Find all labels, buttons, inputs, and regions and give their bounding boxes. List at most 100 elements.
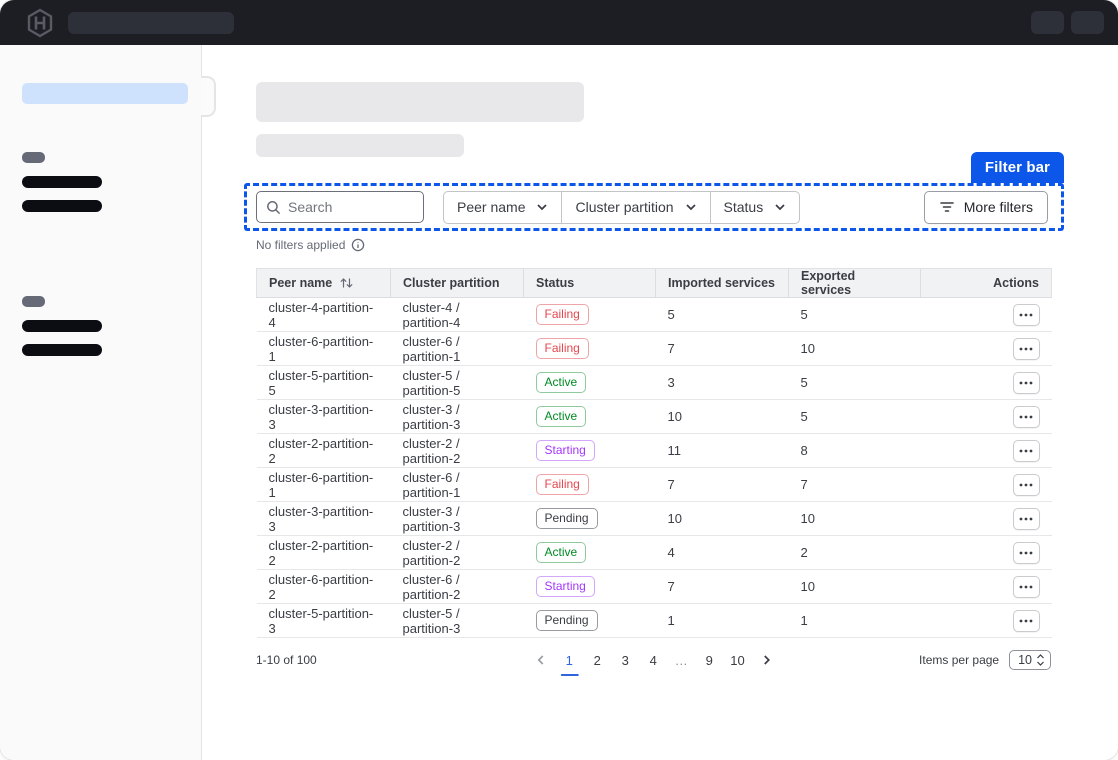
exported-services-cell: 5 — [788, 399, 921, 434]
status-badge: Failing — [535, 304, 589, 325]
chevron-down-icon — [536, 201, 548, 213]
imported-services-cell: 7 — [655, 569, 789, 604]
dropdown-label: Peer name — [457, 199, 526, 215]
actions-cell — [920, 365, 1052, 400]
hashicorp-logo-icon[interactable] — [25, 8, 55, 38]
status-cell: Starting — [523, 569, 656, 604]
status-cell: Starting — [523, 433, 656, 468]
imported-services-cell: 4 — [655, 535, 789, 570]
cluster-partition-dropdown[interactable]: Cluster partition — [562, 190, 711, 224]
peer-name-cell: cluster-6-partition-1 — [256, 467, 391, 502]
actions-cell — [920, 501, 1052, 536]
column-header-exported-services: Exported services — [788, 268, 921, 298]
row-actions-button[interactable] — [1012, 405, 1040, 428]
table-row: cluster-2-partition-2 cluster-2 / partiti… — [256, 433, 1052, 468]
pagination-page-10[interactable]: 10 — [730, 652, 745, 668]
actions-cell — [920, 569, 1052, 604]
pagination-page-2[interactable]: 2 — [593, 652, 601, 668]
column-header-actions: Actions — [920, 268, 1052, 298]
row-actions-button[interactable] — [1012, 507, 1040, 530]
sidebar-section-label-skeleton — [22, 152, 45, 163]
cluster-partition-cell: cluster-6 / partition-2 — [390, 569, 524, 604]
exported-services-cell: 8 — [788, 433, 921, 468]
status-dropdown[interactable]: Status — [710, 190, 801, 224]
exported-services-cell: 10 — [788, 331, 921, 366]
info-icon[interactable] — [351, 238, 365, 252]
sidebar-active-item-skeleton — [22, 83, 188, 104]
items-per-page: Items per page 10 — [919, 650, 1051, 670]
pagination-page-9[interactable]: 9 — [705, 652, 713, 668]
row-actions-button[interactable] — [1012, 439, 1040, 462]
table-row: cluster-4-partition-4 cluster-4 / partiti… — [256, 297, 1052, 332]
cluster-partition-cell: cluster-4 / partition-4 — [390, 297, 524, 332]
status-cell: Active — [523, 365, 656, 400]
exported-services-cell: 2 — [788, 535, 921, 570]
row-actions-button[interactable] — [1012, 575, 1040, 598]
nav-actions — [1031, 11, 1104, 34]
sidebar — [0, 45, 216, 760]
actions-cell — [920, 297, 1052, 332]
cluster-partition-cell: cluster-5 / partition-3 — [390, 603, 524, 638]
row-actions-button[interactable] — [1012, 371, 1040, 394]
pagination-page-1[interactable]: 1 — [560, 653, 579, 676]
column-header-peer-name[interactable]: Peer name — [256, 268, 391, 298]
dropdown-label: Status — [723, 199, 764, 215]
actions-cell — [920, 535, 1052, 570]
status-badge: Active — [535, 372, 587, 393]
cluster-partition-cell: cluster-6 / partition-1 — [390, 467, 524, 502]
table-row: cluster-5-partition-5 cluster-5 / partiti… — [256, 365, 1052, 400]
page-subtitle-skeleton — [256, 134, 464, 157]
imported-services-cell: 10 — [655, 399, 789, 434]
search-input[interactable] — [288, 199, 414, 215]
peer-name-cell: cluster-6-partition-2 — [256, 569, 391, 604]
sidebar-collapse-handle[interactable] — [201, 76, 216, 117]
imported-services-cell: 7 — [655, 331, 789, 366]
peer-name-dropdown[interactable]: Peer name — [443, 190, 563, 224]
chevron-left-icon[interactable] — [532, 654, 548, 666]
status-badge: Failing — [535, 338, 589, 359]
peer-name-cell: cluster-6-partition-1 — [256, 331, 391, 366]
nav-button-skeleton — [1071, 11, 1104, 34]
row-actions-button[interactable] — [1012, 337, 1040, 360]
filter-bar-annotation-region: Filter bar Peer name — [244, 152, 1064, 231]
more-filters-button[interactable]: More filters — [923, 190, 1048, 224]
main-content: Filter bar Peer name — [202, 45, 1118, 760]
sort-icon[interactable] — [340, 277, 353, 289]
sidebar-item-skeleton — [22, 200, 102, 212]
status-cell: Pending — [523, 603, 656, 638]
applied-filters-status: No filters applied — [256, 238, 1118, 252]
table-row: cluster-5-partition-3 cluster-5 / partiti… — [256, 603, 1052, 638]
search-icon — [266, 200, 281, 215]
table-body: cluster-4-partition-4 cluster-4 / partiti… — [256, 297, 1052, 638]
row-actions-button[interactable] — [1012, 473, 1040, 496]
exported-services-cell: 10 — [788, 569, 921, 604]
chevron-right-icon[interactable] — [759, 654, 775, 666]
sidebar-item-skeleton — [22, 344, 102, 356]
items-per-page-select[interactable]: 10 — [1009, 650, 1051, 670]
table-row: cluster-3-partition-3 cluster-3 / partiti… — [256, 501, 1052, 536]
status-badge: Active — [535, 542, 587, 563]
row-actions-button[interactable] — [1012, 541, 1040, 564]
row-actions-button[interactable] — [1012, 303, 1040, 326]
actions-cell — [920, 399, 1052, 434]
cluster-partition-cell: cluster-3 / partition-3 — [390, 399, 524, 434]
cluster-partition-cell: cluster-6 / partition-1 — [390, 331, 524, 366]
top-nav — [0, 0, 1118, 45]
status-cell: Active — [523, 535, 656, 570]
pagination-range: 1-10 of 100 — [256, 653, 317, 667]
sidebar-item-skeleton — [22, 176, 102, 188]
status-cell: Pending — [523, 501, 656, 536]
chevrons-up-down-icon — [1036, 654, 1045, 666]
pagination-page-3[interactable]: 3 — [621, 652, 629, 668]
peer-name-cell: cluster-5-partition-5 — [256, 365, 391, 400]
peer-name-cell: cluster-2-partition-2 — [256, 535, 391, 570]
sidebar-item-skeleton — [22, 320, 102, 332]
table-row: cluster-2-partition-2 cluster-2 / partiti… — [256, 535, 1052, 570]
pagination-page-4[interactable]: 4 — [649, 652, 657, 668]
row-actions-button[interactable] — [1012, 609, 1040, 632]
table-row: cluster-6-partition-1 cluster-6 / partiti… — [256, 331, 1052, 366]
column-header-status: Status — [523, 268, 656, 298]
search-field[interactable] — [256, 191, 424, 223]
nav-search-skeleton — [68, 11, 234, 34]
